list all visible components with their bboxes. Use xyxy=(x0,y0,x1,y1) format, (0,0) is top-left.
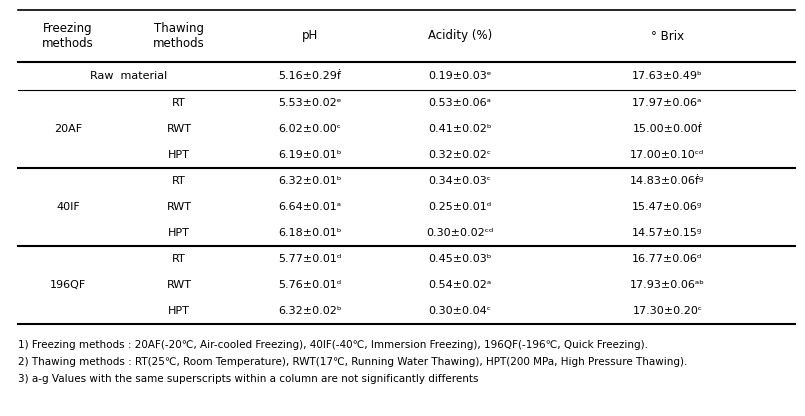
Text: HPT: HPT xyxy=(168,228,190,238)
Text: Raw  material: Raw material xyxy=(90,71,167,81)
Text: 15.00±0.00ḟ: 15.00±0.00ḟ xyxy=(633,124,702,134)
Text: 5.77±0.01ᵈ: 5.77±0.01ᵈ xyxy=(279,254,341,264)
Text: 1) Freezing methods : 20AF(-20℃, Air-cooled Freezing), 40IF(-40℃, Immersion Free: 1) Freezing methods : 20AF(-20℃, Air-coo… xyxy=(18,340,648,350)
Text: 3) a-g Values with the same superscripts within a column are not significantly d: 3) a-g Values with the same superscripts… xyxy=(18,374,478,384)
Text: 40IF: 40IF xyxy=(56,202,80,212)
Text: Thawing
methods: Thawing methods xyxy=(153,22,205,50)
Text: 17.30±0.20ᶜ: 17.30±0.20ᶜ xyxy=(633,306,703,316)
Text: 0.53±0.06ᵃ: 0.53±0.06ᵃ xyxy=(428,98,492,108)
Text: 0.25±0.01ᵈ: 0.25±0.01ᵈ xyxy=(428,202,492,212)
Text: 2) Thawing methods : RT(25℃, Room Temperature), RWT(17℃, Running Water Thawing),: 2) Thawing methods : RT(25℃, Room Temper… xyxy=(18,357,687,367)
Text: RWT: RWT xyxy=(167,280,192,290)
Text: 14.57±0.15ᵍ: 14.57±0.15ᵍ xyxy=(632,228,703,238)
Text: 16.77±0.06ᵈ: 16.77±0.06ᵈ xyxy=(632,254,703,264)
Text: 6.32±0.01ᵇ: 6.32±0.01ᵇ xyxy=(279,176,342,186)
Text: 6.02±0.00ᶜ: 6.02±0.00ᶜ xyxy=(279,124,341,134)
Text: 17.93±0.06ᵃᵇ: 17.93±0.06ᵃᵇ xyxy=(630,280,705,290)
Text: Acidity (%): Acidity (%) xyxy=(428,30,492,42)
Text: 0.32±0.02ᶜ: 0.32±0.02ᶜ xyxy=(428,150,492,160)
Text: HPT: HPT xyxy=(168,306,190,316)
Text: 20AF: 20AF xyxy=(54,124,82,134)
Text: ° Brix: ° Brix xyxy=(651,30,684,42)
Text: 6.64±0.01ᵃ: 6.64±0.01ᵃ xyxy=(279,202,341,212)
Text: 0.34±0.03ᶜ: 0.34±0.03ᶜ xyxy=(428,176,491,186)
Text: 0.30±0.04ᶜ: 0.30±0.04ᶜ xyxy=(428,306,491,316)
Text: RWT: RWT xyxy=(167,124,192,134)
Text: 15.47±0.06ᵍ: 15.47±0.06ᵍ xyxy=(632,202,703,212)
Text: 5.76±0.01ᵈ: 5.76±0.01ᵈ xyxy=(279,280,341,290)
Text: 0.30±0.02ᶜᵈ: 0.30±0.02ᶜᵈ xyxy=(427,228,493,238)
Text: 6.18±0.01ᵇ: 6.18±0.01ᵇ xyxy=(279,228,342,238)
Text: RWT: RWT xyxy=(167,202,192,212)
Text: Freezing
methods: Freezing methods xyxy=(42,22,94,50)
Text: 0.41±0.02ᵇ: 0.41±0.02ᵇ xyxy=(428,124,492,134)
Text: 5.53±0.02ᵉ: 5.53±0.02ᵉ xyxy=(279,98,341,108)
Text: 0.54±0.02ᵃ: 0.54±0.02ᵃ xyxy=(428,280,492,290)
Text: 14.83±0.06ḟᵍ: 14.83±0.06ḟᵍ xyxy=(630,176,704,186)
Text: 196QF: 196QF xyxy=(50,280,86,290)
Text: RT: RT xyxy=(172,176,186,186)
Text: 17.63±0.49ᵇ: 17.63±0.49ᵇ xyxy=(632,71,703,81)
Text: 17.00±0.10ᶜᵈ: 17.00±0.10ᶜᵈ xyxy=(630,150,704,160)
Text: 6.32±0.02ᵇ: 6.32±0.02ᵇ xyxy=(279,306,342,316)
Text: 0.19±0.03ᵉ: 0.19±0.03ᵉ xyxy=(428,71,492,81)
Text: RT: RT xyxy=(172,98,186,108)
Text: RT: RT xyxy=(172,254,186,264)
Text: 17.97±0.06ᵃ: 17.97±0.06ᵃ xyxy=(632,98,703,108)
Text: 5.16±0.29ḟ: 5.16±0.29ḟ xyxy=(279,71,341,81)
Text: 6.19±0.01ᵇ: 6.19±0.01ᵇ xyxy=(279,150,342,160)
Text: pH: pH xyxy=(302,30,318,42)
Text: HPT: HPT xyxy=(168,150,190,160)
Text: 0.45±0.03ᵇ: 0.45±0.03ᵇ xyxy=(428,254,492,264)
